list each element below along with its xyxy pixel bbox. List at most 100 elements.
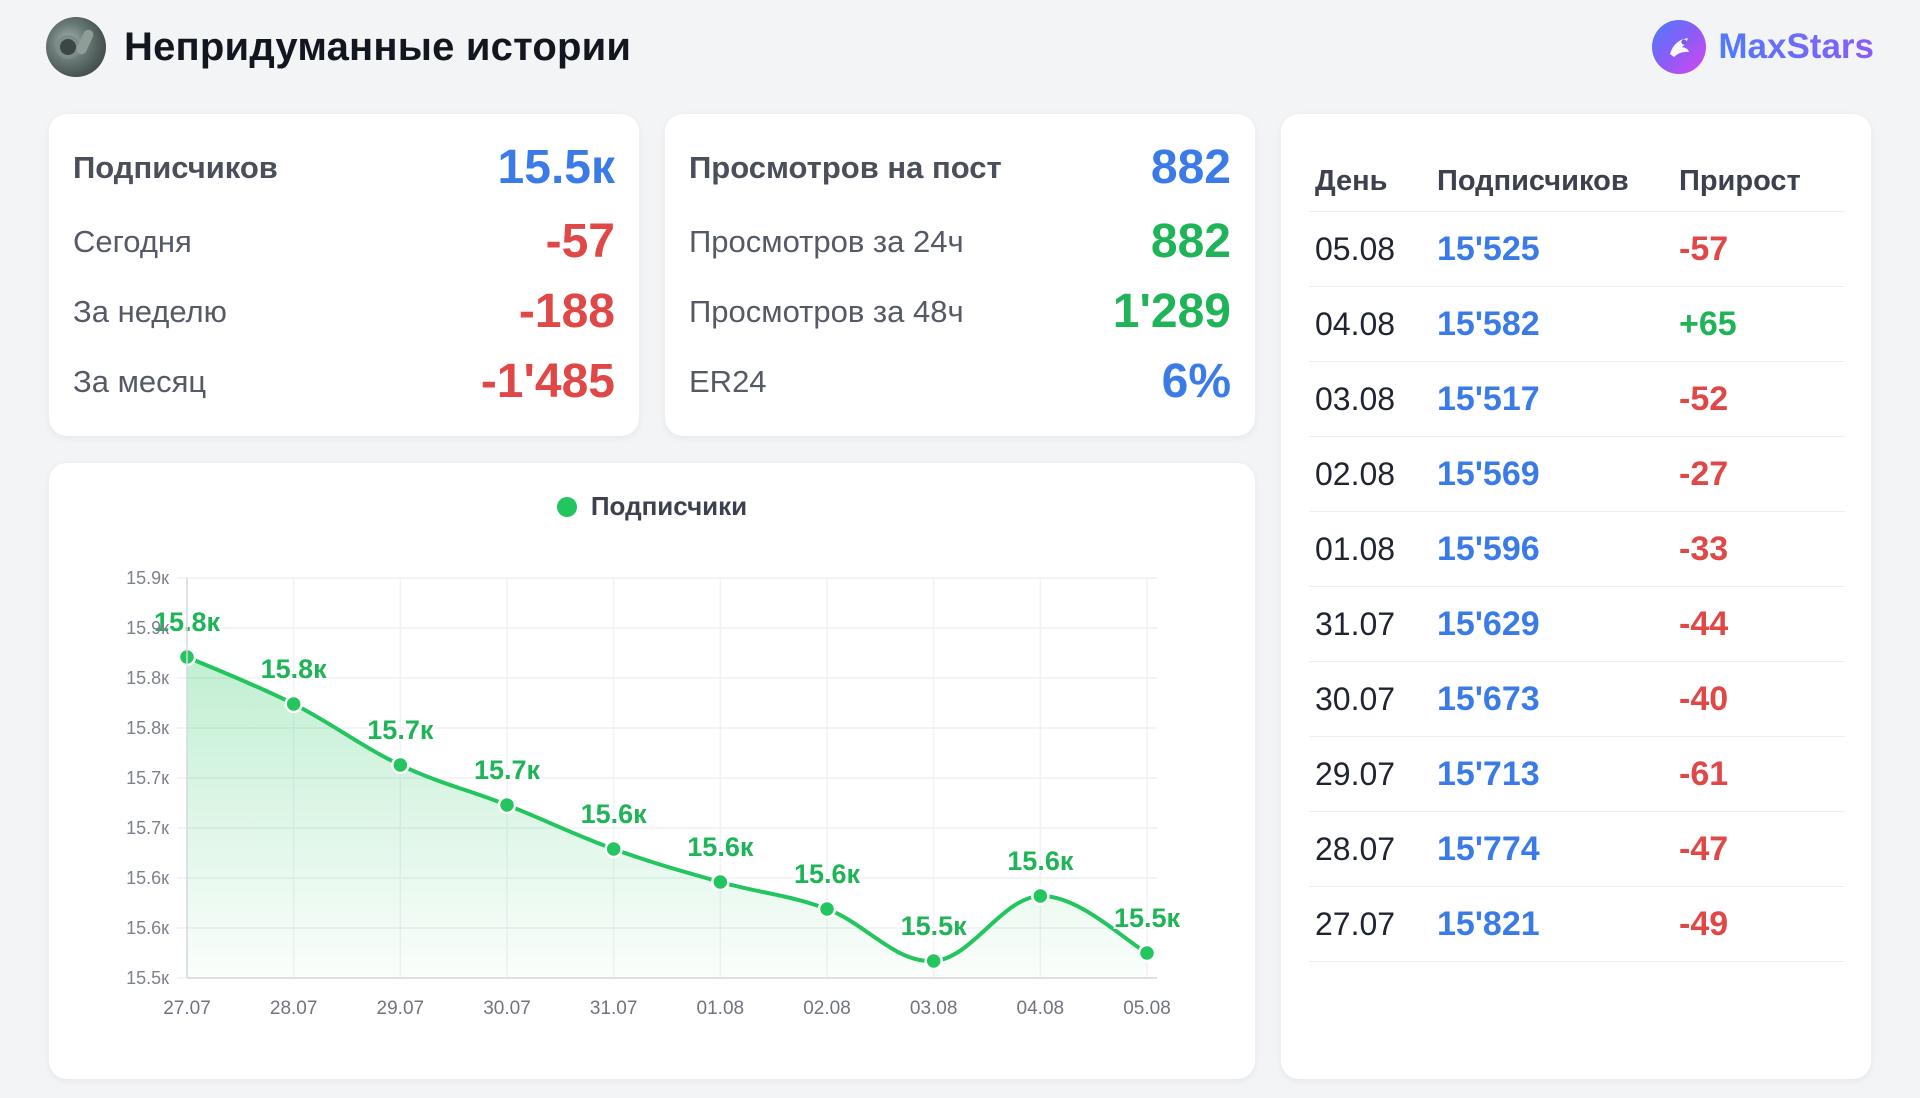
- subscribers-week-value: -188: [518, 285, 615, 338]
- subscribers-total-row: Подписчиков 15.5к: [73, 140, 615, 195]
- data-point[interactable]: [604, 839, 623, 859]
- row-day: 30.07: [1315, 680, 1396, 717]
- y-tick-label: 15.9к: [126, 568, 169, 588]
- header: Непридуманные истории MaxStars: [46, 16, 1874, 78]
- subscribers-week-row: За неделю -188: [73, 284, 615, 339]
- row-subscribers: 15'569: [1437, 454, 1540, 493]
- row-subscribers: 15'629: [1437, 604, 1540, 643]
- row-day: 03.08: [1315, 380, 1396, 417]
- row-subscribers: 15'713: [1437, 754, 1540, 793]
- brand[interactable]: MaxStars: [1652, 20, 1874, 74]
- subscribers-month-label: За месяц: [73, 363, 207, 399]
- header-subscribers: Подписчиков: [1437, 165, 1629, 197]
- row-growth: -57: [1679, 229, 1729, 268]
- table-row: 02.08 15'569 -27: [1309, 437, 1845, 512]
- brand-name: MaxStars: [1718, 27, 1874, 66]
- row-day: 05.08: [1315, 230, 1396, 267]
- data-point[interactable]: [1137, 943, 1157, 963]
- y-tick-label: 15.6к: [126, 868, 169, 888]
- data-point[interactable]: [497, 795, 517, 815]
- table-header: День Подписчиков Прирост: [1309, 152, 1845, 212]
- table-row: 03.08 15'517 -52: [1309, 362, 1845, 437]
- header-growth: Прирост: [1679, 165, 1801, 197]
- views-card: Просмотров на пост 882 Просмотров за 24ч…: [665, 114, 1255, 436]
- x-tick-label: 27.07: [163, 998, 211, 1019]
- table-row: 04.08 15'582 +65: [1309, 287, 1845, 362]
- data-label: 15.5к: [1114, 903, 1181, 933]
- data-label: 15.7к: [474, 755, 541, 785]
- y-tick-label: 15.7к: [126, 818, 169, 838]
- data-point[interactable]: [1031, 886, 1050, 906]
- row-day: 29.07: [1315, 755, 1396, 792]
- legend-dot-icon: [556, 496, 577, 517]
- row-growth: -44: [1679, 604, 1729, 643]
- x-tick-label: 28.07: [270, 998, 318, 1019]
- row-subscribers: 15'517: [1437, 379, 1540, 418]
- row-growth: -27: [1679, 454, 1729, 493]
- er24-row: ER24 6%: [689, 354, 1231, 409]
- data-point[interactable]: [284, 694, 303, 714]
- y-tick-label: 15.7к: [126, 768, 169, 788]
- row-day: 31.07: [1315, 605, 1396, 642]
- row-growth: -52: [1679, 379, 1729, 418]
- data-label: 15.6к: [687, 832, 754, 862]
- data-label: 15.7к: [367, 715, 434, 745]
- table-row: 28.07 15'774 -47: [1309, 812, 1845, 887]
- views-per-post-label: Просмотров на пост: [689, 149, 1002, 185]
- data-point[interactable]: [924, 951, 943, 971]
- subscribers-month-row: За месяц -1'485: [73, 354, 615, 409]
- subscribers-month-value: -1'485: [480, 355, 615, 408]
- views-48h-row: Просмотров за 48ч 1'289: [689, 284, 1231, 339]
- x-tick-label: 31.07: [590, 998, 638, 1019]
- x-tick-label: 30.07: [483, 998, 531, 1019]
- series-line: [186, 655, 1148, 964]
- data-point[interactable]: [391, 755, 410, 775]
- table-row: 27.07 15'821 -49: [1309, 887, 1845, 962]
- y-tick-label: 15.8к: [126, 718, 169, 738]
- table-row: 29.07 15'713 -61: [1309, 737, 1845, 812]
- row-subscribers: 15'774: [1437, 829, 1540, 868]
- maxstars-logo-icon: [1652, 20, 1707, 74]
- header-day: День: [1315, 165, 1388, 197]
- subscribers-week-label: За неделю: [73, 293, 227, 329]
- subscribers-today-value: -57: [545, 215, 615, 268]
- x-tick-label: 03.08: [910, 998, 958, 1019]
- row-subscribers: 15'821: [1437, 904, 1540, 943]
- subscribers-total-value: 15.5к: [497, 141, 615, 194]
- series-area: [187, 657, 1147, 978]
- row-growth: -49: [1679, 904, 1729, 943]
- table-row: 01.08 15'596 -33: [1309, 512, 1845, 587]
- chart-legend[interactable]: Подписчики: [49, 491, 1255, 522]
- legend-label: Подписчики: [590, 491, 748, 521]
- row-subscribers: 15'525: [1437, 229, 1540, 268]
- data-point[interactable]: [817, 899, 837, 919]
- subscribers-total-label: Подписчиков: [73, 149, 278, 185]
- row-subscribers: 15'673: [1437, 679, 1540, 718]
- x-tick-label: 01.08: [697, 998, 745, 1019]
- data-point[interactable]: [711, 872, 730, 892]
- row-growth: -33: [1679, 529, 1729, 568]
- views-24h-row: Просмотров за 24ч 882: [689, 214, 1231, 269]
- views-48h-value: 1'289: [1112, 285, 1231, 338]
- daily-table-card: День Подписчиков Прирост 05.08 15'525 -57 0…: [1281, 114, 1871, 1079]
- data-label: 15.5к: [901, 911, 968, 941]
- er24-value: 6%: [1161, 355, 1231, 408]
- data-label: 15.8к: [261, 654, 328, 684]
- table-row: 30.07 15'673 -40: [1309, 662, 1845, 737]
- y-tick-label: 15.8к: [126, 668, 169, 688]
- daily-table: День Подписчиков Прирост 05.08 15'525 -57 0…: [1309, 152, 1845, 962]
- table-row: 05.08 15'525 -57: [1309, 212, 1845, 287]
- views-per-post-value: 882: [1150, 141, 1231, 194]
- data-label: 15.6к: [1007, 846, 1074, 876]
- table-body: 05.08 15'525 -57 04.08 15'582 +65 03.08 15'517 -…: [1309, 212, 1845, 962]
- subscribers-today-row: Сегодня -57: [73, 214, 615, 269]
- row-growth: -40: [1679, 679, 1729, 718]
- subscribers-today-label: Сегодня: [73, 223, 192, 259]
- row-day: 01.08: [1315, 530, 1396, 567]
- y-tick-label: 15.9к: [126, 618, 169, 638]
- channel-avatar[interactable]: [46, 17, 106, 77]
- subscribers-chart: 15.8к 15.8к 15.7к 15.7к 15.6к 15.6к 15.6к 15.5к…: [126, 568, 1182, 1019]
- y-tick-label: 15.5к: [126, 968, 169, 988]
- views-24h-label: Просмотров за 24ч: [689, 223, 964, 259]
